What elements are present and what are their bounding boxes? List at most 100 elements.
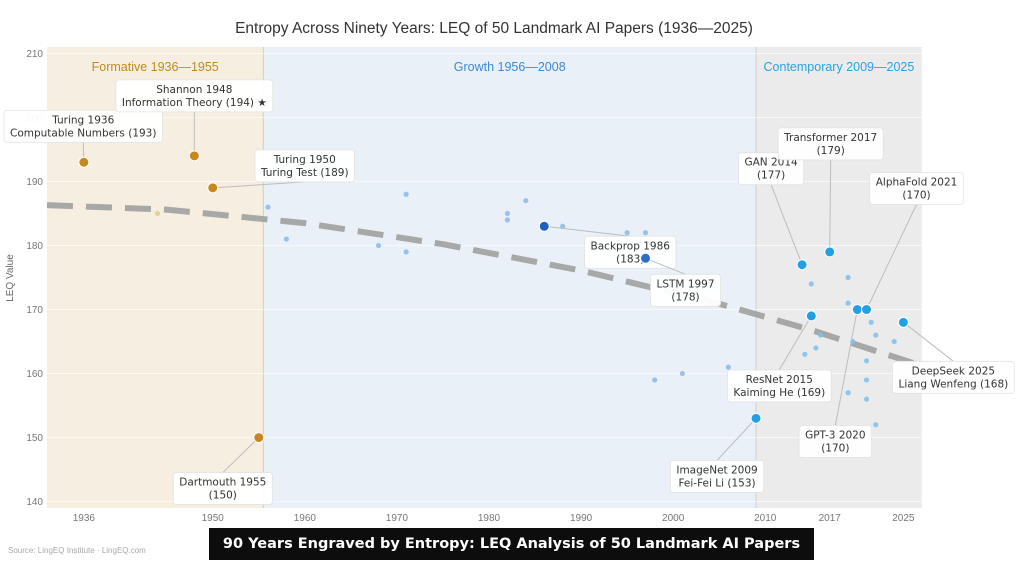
x-tick-label: 1980 [478,513,501,524]
highlight-point [207,182,219,194]
x-tick-label: 1950 [202,513,225,524]
data-point [403,191,409,197]
data-point [265,204,271,210]
callout-leader [829,159,832,252]
data-point [863,396,870,402]
x-tick-label: 2000 [662,513,685,524]
data-point [725,364,732,370]
callout-box [3,109,163,143]
data-point [868,319,874,325]
data-point [560,223,566,229]
callout-text: Backprop 1986 [591,240,671,252]
era-bands [47,47,922,508]
callout: Transformer 2017(179) [777,127,884,252]
y-tick-label: 160 [26,369,43,380]
era-label-growth: Growth 1956—2008 [454,60,566,74]
trend-line [46,202,923,369]
y-tick-label: 150 [26,433,43,444]
callout-box [669,459,765,493]
callout-box [892,360,1015,394]
source-note: Source: LingEQ Institute · LingEQ.com [8,546,146,555]
callout-leader [716,418,757,461]
callout: Dartmouth 1955(150) [172,437,273,505]
callout-leader [212,181,305,189]
callout: GPT-3 2020(170) [798,309,872,458]
highlight-point [188,150,200,162]
highlight-point [750,412,762,424]
callout-text: DeepSeek 2025 [912,365,995,377]
callout-leader [903,321,954,362]
callout: LSTM 1997(178) [645,257,721,307]
data-point [802,351,808,357]
callout-text: Turing 1950 [273,154,336,166]
callout-text: Information Theory (194) ★ [122,97,267,109]
x-axis: 1936 1950 1960 1970 1980 1990 2000 2010 2017 2025 [73,513,915,524]
data-point [873,422,879,428]
chart-title: Entropy Across Ninety Years: LEQ of 50 L… [235,20,753,37]
callout: AlphaFold 2021(170) [866,172,964,310]
callout-box [650,273,721,307]
trend-line-path [46,202,923,369]
data-point [863,377,870,383]
callout-text: Dartmouth 1955 [179,477,266,489]
data-point [652,377,658,383]
data-point [283,236,290,242]
callout-text: Fei-Fei Li (153) [678,477,755,489]
caption-bar: 90 Years Engraved by Entropy: LEQ Analys… [209,528,814,560]
callout-text: AlphaFold 2021 [876,177,958,189]
callout-text: Turing Test (189) [260,167,349,179]
era-label-contemporary: Contemporary 2009—2025 [764,60,915,74]
y-axis-label: LEQ Value [5,254,16,302]
data-point [845,300,851,306]
highlight-point [640,252,652,264]
y-tick-label: 170 [26,305,43,316]
callout-leader [866,204,917,310]
y-tick-label: 180 [26,241,43,252]
callout-text: (179) [817,145,845,157]
x-tick-label: 1990 [570,513,593,524]
callout-box [869,172,964,205]
callout-text: GPT-3 2020 [805,430,865,442]
era-label-formative: Formative 1936—1955 [92,60,219,74]
callout-box [738,152,805,186]
callout-text: ImageNet 2009 [676,464,757,476]
data-point [845,274,851,281]
callout-leader [544,225,631,237]
data-point [504,210,511,217]
callout-text: (177) [757,170,785,182]
callout-box [172,472,273,505]
data-point [873,332,879,338]
data-point [642,230,649,236]
callout-text: (150) [209,490,237,502]
highlight-point [796,259,808,271]
data-point [679,370,685,377]
data-point [375,242,382,249]
data-point [813,345,819,351]
data-point [863,358,870,364]
highlight-point [897,316,909,328]
highlight-point [253,432,265,444]
data-point [624,230,630,236]
callout-text: Transformer 2017 [783,132,877,144]
data-point [504,217,511,223]
callout-text: Turing 1936 [51,114,114,126]
callout: Backprop 1986(183) [544,225,677,269]
data-point [817,332,824,338]
y-tick-label: 210 [26,49,43,60]
highlight-point [805,310,817,322]
x-tick-label: 1936 [73,513,96,524]
callout-leader [770,184,803,265]
highlight-point [538,220,550,232]
callout-leader [834,309,858,426]
highlight-point [851,304,863,316]
callout-box [777,127,884,161]
era-labels: Formative 1936—1955 Growth 1956—2008 Conte… [92,60,915,74]
x-tick-label: 2017 [819,513,842,524]
